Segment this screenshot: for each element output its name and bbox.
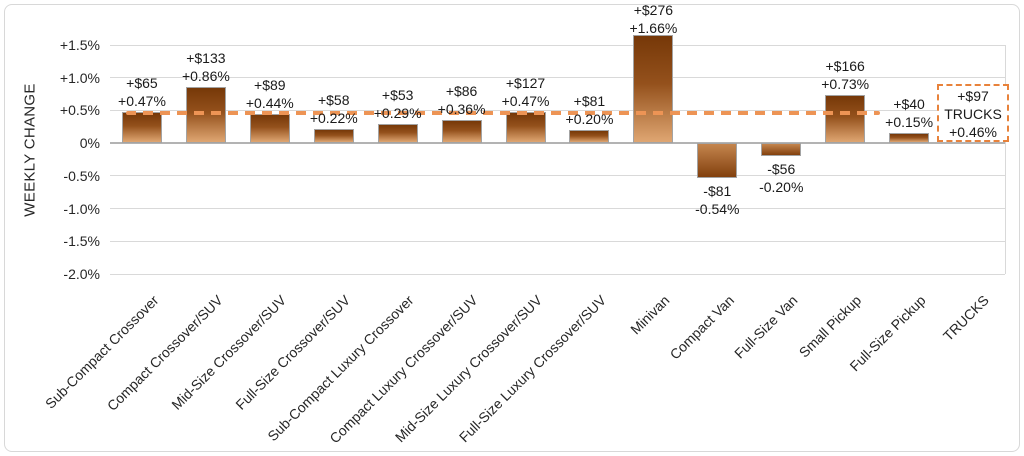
trucks-annotation-line: +$97 [957,88,989,105]
bar-value-line: +0.73% [821,76,870,93]
gridline-+0.5% [110,109,1005,111]
y-tick-label: -1.0% [63,200,100,217]
bar-value-line: -0.20% [759,179,804,196]
chart-frame [4,4,1020,452]
plot-right-border [1005,45,1006,274]
gridline--1.0% [110,208,1005,210]
bar-value-line: +$127 [505,75,546,92]
bar-value-line: +0.22% [309,109,358,126]
bar-value-line: +0.44% [245,95,294,112]
bar-value-line: +$65 [126,75,158,92]
bar-value-label-mid-size-luxury-crossover-suv: +$127 +0.47% [471,74,581,110]
bar-sub-compact-crossover [121,112,162,144]
bar-value-line: +$276 [633,2,674,18]
y-tick-label: -2.0% [63,266,100,282]
y-tick-label: +0.5% [59,102,100,119]
bar-full-size-van [761,143,802,157]
gridline-+1.5% [110,44,1005,46]
y-tick-label: -0.5% [63,167,100,184]
bar-minivan [633,34,674,144]
trucks-annotation-line: TRUCKS [944,106,1002,123]
zero-axis-line [110,142,1005,145]
gridline--1.5% [110,240,1005,242]
bar-value-line: +$86 [445,82,478,99]
bar-value-label-full-size-crossover-suv: +$58 +0.22% [279,91,389,127]
bar-value-line: +0.86% [181,67,230,84]
bar-value-line: +0.15% [885,114,934,131]
bar-value-line: +1.66% [629,20,678,36]
bar-full-size-crossover-suv [313,128,354,144]
bar-value-label-compact-van: -$81 -0.54% [662,182,772,218]
bar-value-label-full-size-pickup: +$40 +0.15% [854,95,964,131]
bar-small-pickup [825,95,866,144]
bar-value-label-sub-compact-crossover: +$65 +0.47% [87,74,197,110]
bar-value-label-sub-compact-luxury-crossover: +$53 +0.29% [343,86,453,122]
bar-value-label-full-size-luxury-crossover-suv: +$81 +0.20% [534,92,644,128]
bar-value-label-full-size-van: -$56 -0.20% [726,160,836,196]
y-tick-label: -1.5% [63,233,100,250]
bar-value-line: -0.54% [695,201,740,218]
bar-mid-size-crossover-suv [249,114,290,144]
y-tick-label: 0% [79,135,100,152]
gridline--2.0% [110,273,1005,275]
y-tick-label: +1.5% [59,37,100,53]
bar-value-line: +$58 [317,91,350,108]
bar-value-line: -$81 [703,183,732,200]
bar-value-line: +0.47% [501,93,550,110]
bar-value-label-compact-luxury-crossover-suv: +$86 +0.36% [407,82,517,118]
bar-value-label-mid-size-crossover-suv: +$89 +0.44% [215,76,325,112]
bar-value-line: +0.36% [437,100,486,117]
trucks-annotation-line: +0.46% [949,124,997,141]
bar-value-line: +$133 [186,49,226,66]
y-axis-title-text: WEEKLY CHANGE [21,83,39,217]
bar-value-line: -$56 [767,161,796,178]
bar-value-line: +$53 [381,87,414,104]
bar-sub-compact-luxury-crossover [377,124,418,144]
trucks-average-dashed-line [126,111,880,116]
gridline-+1.0% [110,77,1005,79]
bar-value-line: +$89 [254,77,286,94]
bar-compact-van [697,143,738,179]
bar-value-line: +0.20% [565,111,614,128]
y-tick-label: +1.0% [59,69,100,86]
bar-full-size-luxury-crossover-suv [569,130,610,144]
bar-value-line: +0.29% [373,105,422,122]
bar-value-label-compact-crossover-suv: +$133 +0.86% [151,49,261,85]
trucks-annotation-box: +$97 TRUCKS +0.46% [937,84,1010,143]
bar-value-label-minivan: +$276 +1.66% [598,1,708,37]
bar-value-line: +0.47% [118,93,166,110]
gridline--0.5% [110,175,1005,177]
bar-full-size-pickup [889,133,930,144]
bar-value-line: +$40 [893,96,925,113]
bar-value-label-small-pickup: +$166 +0.73% [790,57,900,93]
bar-compact-luxury-crossover-suv [441,119,482,144]
bar-value-line: +$166 [825,58,865,75]
bar-value-line: +$81 [573,93,606,110]
